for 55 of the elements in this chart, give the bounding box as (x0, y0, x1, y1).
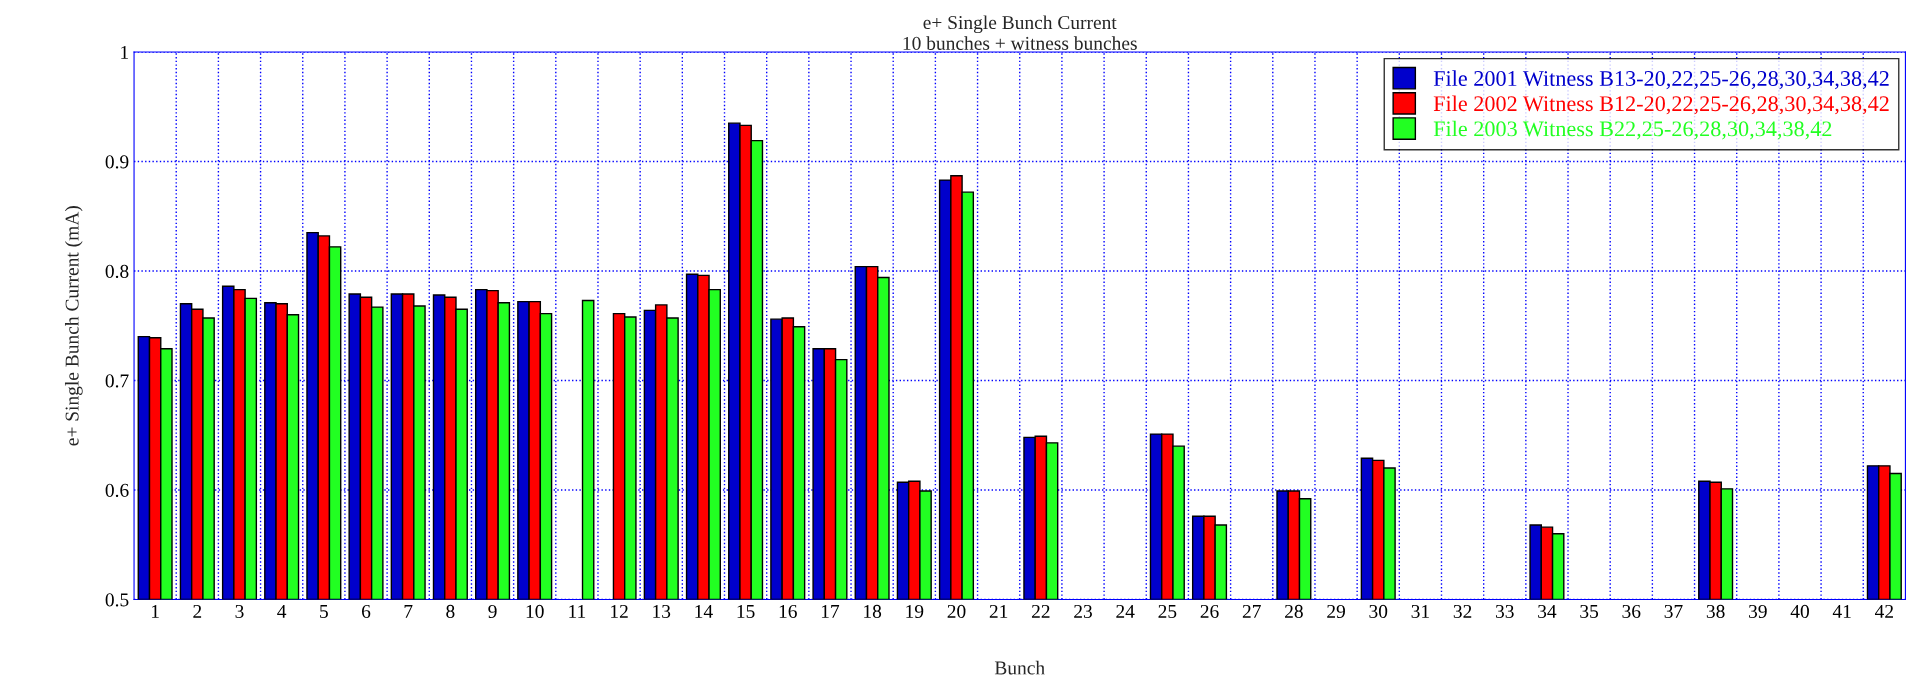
y-tick-label: 1 (121, 45, 129, 59)
legend-label: File 2002 Witness B12-20,22,25-26,28,30,34,38,42 (1433, 95, 1889, 115)
x-tick-label: 5 (320, 605, 328, 618)
legend-label: File 2001 Witness B13-20,22,25-26,28,30,34,38,42 (1433, 70, 1889, 90)
x-tick-label: 29 (1327, 604, 1345, 618)
x-tick-label: 30 (1369, 604, 1388, 618)
x-tick-label: 26 (1200, 604, 1219, 618)
x-tick-label: 1 (151, 604, 159, 618)
x-tick-label: 7 (404, 605, 413, 618)
x-tick-label: 16 (779, 604, 797, 618)
x-tick-label: 6 (361, 604, 371, 618)
x-tick-label: 22 (1031, 604, 1050, 618)
x-tick-label: 36 (1622, 604, 1641, 618)
x-tick-label: 35 (1580, 604, 1599, 618)
x-tick-label: 38 (1706, 604, 1725, 618)
x-tick-label: 4 (277, 605, 287, 618)
x-tick-label: 17 (821, 604, 840, 618)
x-axis-title: Bunch (994, 660, 1045, 675)
y-tick-label: 0.7 (105, 374, 129, 388)
x-tick-label: 2 (193, 604, 202, 618)
x-tick-label: 39 (1749, 604, 1767, 618)
y-tick-label: 0.9 (105, 155, 129, 169)
x-tick-label: 34 (1538, 604, 1557, 618)
x-tick-label: 21 (989, 604, 1008, 618)
legend-label: File 2003 Witness B22,25-26,28,30,34,38,42 (1433, 120, 1832, 140)
x-tick-label: 12 (611, 604, 628, 618)
x-tick-label: 23 (1074, 604, 1092, 618)
x-tick-label: 20 (947, 604, 966, 618)
x-tick-label: 3 (235, 604, 244, 618)
x-tick-label: 14 (695, 604, 713, 618)
x-tick-label: 9 (488, 604, 497, 618)
x-tick-label: 31 (1411, 604, 1429, 618)
x-tick-label: 28 (1285, 604, 1303, 618)
y-tick-label: 0.6 (105, 483, 129, 497)
y-tick-label: 0.8 (105, 264, 129, 278)
x-tick-label: 33 (1495, 604, 1514, 618)
y-tick-label: 0.5 (105, 593, 129, 607)
x-tick-label: 41 (1832, 604, 1851, 618)
y-axis-title: e+ Single Bunch Current (mA) (64, 206, 83, 446)
chart-title: e+ Single Bunch Current (923, 15, 1117, 34)
x-tick-label: 11 (569, 604, 586, 618)
x-tick-label: 42 (1874, 604, 1893, 618)
chart-subtitle: 10 bunches + witness bunches (903, 36, 1137, 50)
x-tick-label: 37 (1664, 604, 1683, 618)
x-tick-label: 10 (526, 604, 544, 618)
x-tick-label: 19 (906, 604, 924, 618)
x-tick-label: 13 (653, 604, 671, 618)
x-tick-label: 27 (1242, 604, 1261, 618)
x-tick-label: 32 (1453, 604, 1472, 618)
x-tick-label: 24 (1116, 604, 1135, 618)
x-tick-label: 15 (737, 604, 755, 618)
x-tick-label: 8 (446, 604, 455, 618)
x-tick-label: 25 (1158, 604, 1177, 618)
x-tick-label: 40 (1790, 604, 1809, 618)
x-tick-label: 18 (864, 604, 882, 618)
